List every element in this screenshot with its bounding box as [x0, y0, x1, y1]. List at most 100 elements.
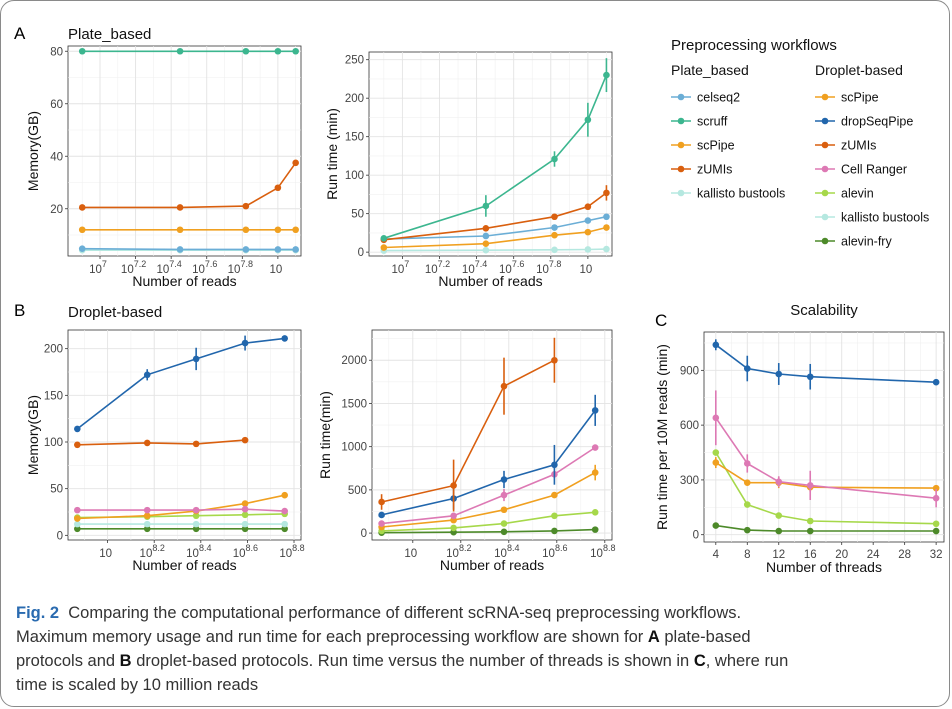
- series-scpipe: [380, 224, 610, 251]
- data-point: [551, 461, 558, 469]
- legend-item-kallisto-bustools: kallisto bustools: [815, 211, 929, 225]
- data-point: [74, 425, 81, 433]
- data-point: [932, 484, 940, 492]
- y-axis-title: Run time(min): [317, 391, 333, 479]
- data-point: [378, 498, 385, 506]
- y-tick-label: 150: [44, 390, 63, 402]
- data-point: [806, 482, 814, 489]
- data-point: [932, 520, 940, 528]
- chart-C-scalability: 0 300 600 900 4 8 12 16 20 24 28 32 Number of thread…: [654, 302, 945, 575]
- series-dropseqpipe: [74, 335, 288, 433]
- y-tick-label: 100: [44, 437, 63, 449]
- x-tick-base: 10: [446, 548, 459, 560]
- caption-fig-label: Fig. 2: [16, 604, 60, 622]
- data-point: [380, 234, 388, 242]
- caption-sentence-1: Comparing the computational performance …: [68, 604, 742, 622]
- series-kallisto-bustools: [74, 520, 288, 528]
- data-point: [143, 506, 151, 514]
- x-axis-title: Number of threads: [766, 559, 882, 575]
- data-point: [603, 189, 610, 197]
- x-tick-label: 107.2: [121, 259, 146, 276]
- data-point: [551, 491, 558, 499]
- legend-label: zUMIs: [841, 139, 876, 153]
- x-tick-base: 10: [279, 548, 292, 560]
- data-point: [743, 479, 751, 486]
- x-tick-label: 107: [89, 259, 107, 276]
- data-point: [551, 224, 558, 231]
- data-point: [274, 246, 282, 253]
- data-point: [482, 232, 490, 240]
- data-point: [591, 407, 599, 414]
- data-point: [176, 47, 184, 55]
- data-point: [584, 246, 592, 253]
- data-point: [380, 244, 388, 251]
- data-point: [78, 204, 86, 211]
- legend-group-droplet: Droplet-based: [815, 62, 903, 78]
- x-tick-label: 108.4: [186, 543, 211, 560]
- plot-area: [368, 51, 613, 257]
- legend-key-point: [677, 165, 685, 173]
- x-tick-exponent: 8.4: [199, 543, 212, 553]
- series-zumis: [74, 436, 249, 449]
- data-point: [241, 505, 249, 513]
- data-point: [603, 213, 610, 221]
- panel-title: Droplet-based: [68, 304, 162, 321]
- data-point: [74, 525, 81, 533]
- panel-title: Scalability: [790, 302, 858, 319]
- y-tick-label: 50: [351, 209, 364, 221]
- series-alevin-fry: [712, 522, 940, 535]
- data-point: [241, 339, 249, 347]
- y-tick-label: 0: [361, 528, 367, 540]
- panel-title: Plate_based: [68, 26, 151, 43]
- data-point: [192, 525, 200, 533]
- legend-key-point: [677, 141, 685, 149]
- data-point: [292, 47, 299, 55]
- x-tick-exponent: 8.6: [246, 543, 259, 553]
- legend-key-point: [821, 237, 829, 245]
- series-scruff: [380, 58, 610, 242]
- x-tick-base: 10: [192, 264, 205, 276]
- y-axis-title: Run time (min): [324, 108, 340, 200]
- legend-key-point: [821, 213, 829, 221]
- legend-label: alevin-fry: [841, 235, 892, 249]
- y-tick-label: 0: [358, 247, 364, 259]
- series-celseq2: [78, 245, 299, 253]
- legend-item-zumis: zUMIs: [815, 139, 876, 153]
- data-point: [78, 47, 86, 55]
- legend-group-plate: Plate_based: [671, 62, 749, 78]
- x-tick-base: 10: [494, 548, 507, 560]
- x-tick-label: 108.4: [494, 543, 519, 560]
- y-axis-title: Run time per 10M reads (min): [654, 344, 670, 530]
- data-point: [500, 528, 508, 536]
- x-tick-label: 107.8: [228, 259, 253, 276]
- panel-letter-b: B: [14, 301, 25, 320]
- x-tick-label: 107.6: [499, 259, 524, 276]
- series-alevin-fry: [74, 525, 288, 533]
- data-point: [292, 159, 299, 167]
- data-point: [274, 47, 282, 55]
- x-tick-label: 10: [269, 264, 282, 276]
- x-tick-base: 10: [99, 548, 112, 560]
- caption-sentence-2b: plate-based: [664, 628, 751, 646]
- legend-item-cell-ranger: Cell Ranger: [815, 163, 907, 177]
- x-tick-label: 107.8: [536, 259, 561, 276]
- series-zumis: [378, 337, 558, 512]
- data-point: [743, 365, 751, 372]
- x-tick-base: 10: [590, 548, 603, 560]
- panel-letter-a: A: [14, 24, 26, 43]
- data-point: [242, 202, 250, 210]
- x-tick-label: 107.2: [425, 259, 450, 276]
- data-point: [143, 371, 151, 379]
- legend-item-scpipe: scPipe: [671, 139, 735, 153]
- x-tick-base: 10: [391, 264, 404, 276]
- legend-item-zumis: zUMIs: [671, 163, 732, 177]
- x-tick-exponent: 7.2: [438, 259, 451, 269]
- data-point: [74, 520, 81, 528]
- data-point: [591, 444, 599, 451]
- x-tick-label: 108.6: [542, 543, 567, 560]
- legend-key-point: [821, 93, 829, 101]
- x-axis-title: Number of reads: [132, 557, 236, 573]
- data-point: [241, 436, 249, 444]
